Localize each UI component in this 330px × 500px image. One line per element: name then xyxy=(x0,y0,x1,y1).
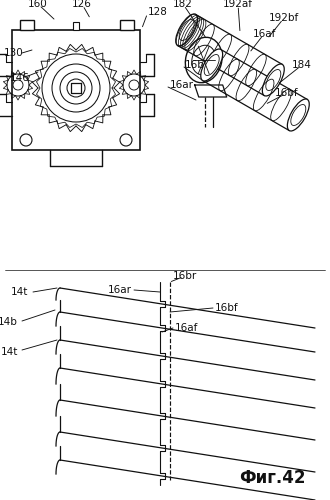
Bar xyxy=(73,22,79,30)
Bar xyxy=(12,30,140,150)
Text: 192af: 192af xyxy=(223,0,253,9)
Ellipse shape xyxy=(176,14,198,46)
Ellipse shape xyxy=(287,99,309,131)
Ellipse shape xyxy=(262,64,284,96)
Text: 160: 160 xyxy=(28,0,48,9)
Text: 192bf: 192bf xyxy=(269,13,299,23)
Text: 16af: 16af xyxy=(252,29,276,39)
Bar xyxy=(5,274,325,492)
Text: 16ar: 16ar xyxy=(108,285,132,295)
Text: 16bf: 16bf xyxy=(275,88,299,98)
Text: 16af: 16af xyxy=(175,323,198,333)
Text: 14t: 14t xyxy=(11,287,28,297)
Text: Фиг.42: Фиг.42 xyxy=(239,469,305,487)
Circle shape xyxy=(20,134,32,146)
Text: 16ar: 16ar xyxy=(170,80,194,90)
Text: 16br: 16br xyxy=(185,60,209,70)
Text: 130: 130 xyxy=(4,48,24,58)
Text: 14t: 14t xyxy=(1,347,18,357)
Text: 128: 128 xyxy=(148,7,168,17)
Ellipse shape xyxy=(201,49,223,81)
Text: 126: 126 xyxy=(72,0,92,9)
Text: 14b: 14b xyxy=(0,317,18,327)
Text: 182: 182 xyxy=(173,0,193,9)
Text: 146: 146 xyxy=(10,73,30,83)
Bar xyxy=(20,20,34,30)
Ellipse shape xyxy=(185,38,222,82)
Text: 16br: 16br xyxy=(173,271,197,281)
Text: 184: 184 xyxy=(292,60,312,70)
Polygon shape xyxy=(195,85,227,97)
Circle shape xyxy=(120,134,132,146)
Bar xyxy=(120,20,134,30)
Text: 16bf: 16bf xyxy=(215,303,239,313)
